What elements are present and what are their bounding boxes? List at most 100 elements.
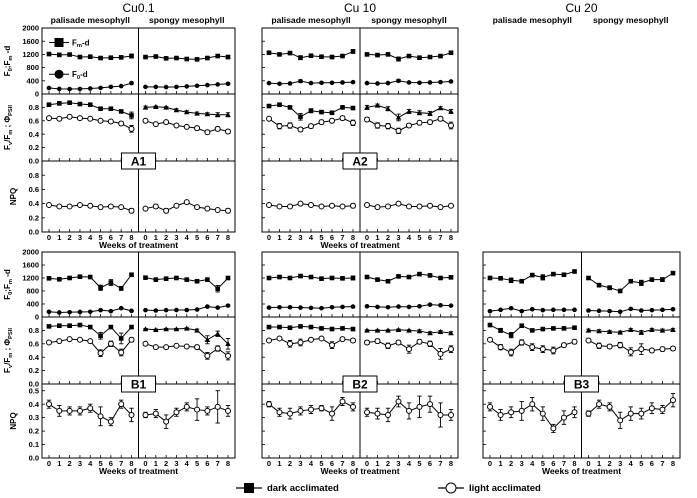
series-fm-d — [266, 273, 356, 281]
marker-filled-square — [406, 274, 412, 280]
y-axis-label: NPQ — [9, 188, 18, 205]
series-npq-light — [46, 202, 135, 214]
marker-open-circle — [308, 406, 314, 413]
marker-open-circle — [152, 121, 159, 128]
x-tick-label: 3 — [520, 459, 524, 468]
marker-open-circle — [416, 203, 423, 210]
group-title: Cu 20 — [565, 1, 597, 15]
marker-open-circle — [194, 204, 201, 211]
panel-id-text: A2 — [352, 154, 368, 168]
x-tick-label: 1 — [597, 459, 601, 468]
series-fm-d — [266, 49, 356, 61]
marker-open-circle — [97, 204, 104, 211]
series-f0-d — [143, 303, 231, 313]
marker-open-circle — [585, 410, 592, 417]
marker-open-circle — [487, 336, 493, 343]
marker-open-circle — [308, 336, 314, 343]
marker-open-circle — [287, 410, 293, 417]
marker-filled-square — [153, 277, 159, 282]
marker-filled-circle — [427, 302, 433, 307]
x-tick-label: 7 — [562, 459, 566, 468]
marker-filled-circle — [319, 305, 324, 311]
marker-filled-square — [438, 53, 443, 59]
x-tick-label: 0 — [267, 233, 271, 242]
inner-legend-label: Fm-d — [72, 38, 90, 49]
marker-filled-circle — [487, 308, 493, 314]
marker-filled-triangle — [617, 329, 623, 335]
marker-filled-square — [287, 50, 293, 56]
series-fm-d — [143, 275, 231, 293]
series-phipsii-light — [364, 115, 454, 134]
y-axis-label: NPQ — [9, 412, 18, 429]
marker-open-circle — [46, 401, 52, 408]
x-tick-label: 6 — [109, 459, 113, 468]
marker-filled-circle — [607, 308, 612, 314]
marker-open-circle — [276, 409, 283, 416]
marker-open-circle — [287, 203, 293, 210]
x-tick-label: 3 — [78, 233, 82, 242]
marker-filled-circle — [174, 307, 179, 313]
series-fv-fm-dark — [46, 100, 134, 120]
marker-filled-triangle — [153, 103, 159, 109]
marker-open-circle — [385, 203, 391, 210]
marker-filled-triangle — [225, 340, 231, 347]
marker-filled-circle — [143, 84, 148, 90]
marker-filled-circle — [277, 304, 282, 310]
marker-filled-triangle — [606, 328, 613, 334]
marker-filled-circle — [225, 81, 231, 87]
marker-open-circle — [118, 401, 125, 408]
marker-filled-square — [277, 52, 282, 57]
marker-filled-triangle — [437, 105, 444, 111]
marker-filled-square — [129, 53, 134, 59]
legend-item-light-acclimated: light acclimated — [438, 482, 541, 494]
series-fv-fm-dark — [142, 325, 231, 350]
marker-open-circle — [406, 203, 412, 210]
marker-open-circle — [659, 406, 666, 413]
x-tick-label: 0 — [47, 459, 51, 468]
marker-filled-square — [77, 322, 83, 328]
marker-filled-circle — [118, 83, 124, 89]
marker-open-circle — [56, 115, 63, 122]
marker-filled-square — [551, 326, 556, 331]
marker-filled-square — [607, 285, 612, 291]
marker-open-circle — [107, 203, 114, 210]
marker-open-circle — [374, 122, 381, 129]
marker-filled-square — [46, 51, 52, 57]
x-axis-label: Weeks of treatment — [320, 466, 399, 476]
marker-filled-circle — [329, 304, 335, 310]
marker-filled-square — [215, 53, 220, 59]
marker-filled-circle — [57, 86, 62, 92]
y-tick-label: 0.4 — [29, 130, 40, 139]
marker-open-circle — [266, 401, 272, 408]
marker-filled-square — [340, 276, 345, 281]
marker-filled-square — [319, 109, 324, 115]
marker-filled-circle — [340, 304, 345, 310]
panel-id-B1: B1 — [121, 375, 156, 393]
panel-A2-palisade-fluor — [261, 27, 361, 95]
marker-filled-square — [46, 102, 52, 108]
marker-filled-circle — [639, 308, 644, 313]
marker-filled-circle — [67, 309, 72, 315]
marker-filled-square — [108, 106, 114, 112]
y-tick-label: 1600 — [22, 37, 39, 46]
series-phipsii-light — [585, 337, 676, 357]
marker-filled-circle — [194, 83, 200, 89]
series-f0-d — [364, 302, 454, 310]
marker-filled-circle — [660, 307, 665, 313]
marker-filled-square — [417, 55, 422, 60]
marker-open-circle — [183, 343, 190, 350]
x-tick-label: 4 — [88, 459, 93, 468]
marker-open-circle — [266, 337, 272, 344]
x-tick-label: 7 — [216, 459, 220, 468]
marker-open-circle — [448, 411, 454, 418]
x-tick-label: 7 — [660, 459, 664, 468]
x-tick-label: 2 — [288, 233, 292, 242]
marker-filled-triangle — [214, 111, 221, 117]
marker-open-circle — [648, 347, 655, 354]
panel-B3-spongy-fluor — [581, 251, 681, 318]
y-axis-label: F0;Fm -d — [3, 269, 14, 300]
x-tick-label: 8 — [351, 233, 355, 242]
